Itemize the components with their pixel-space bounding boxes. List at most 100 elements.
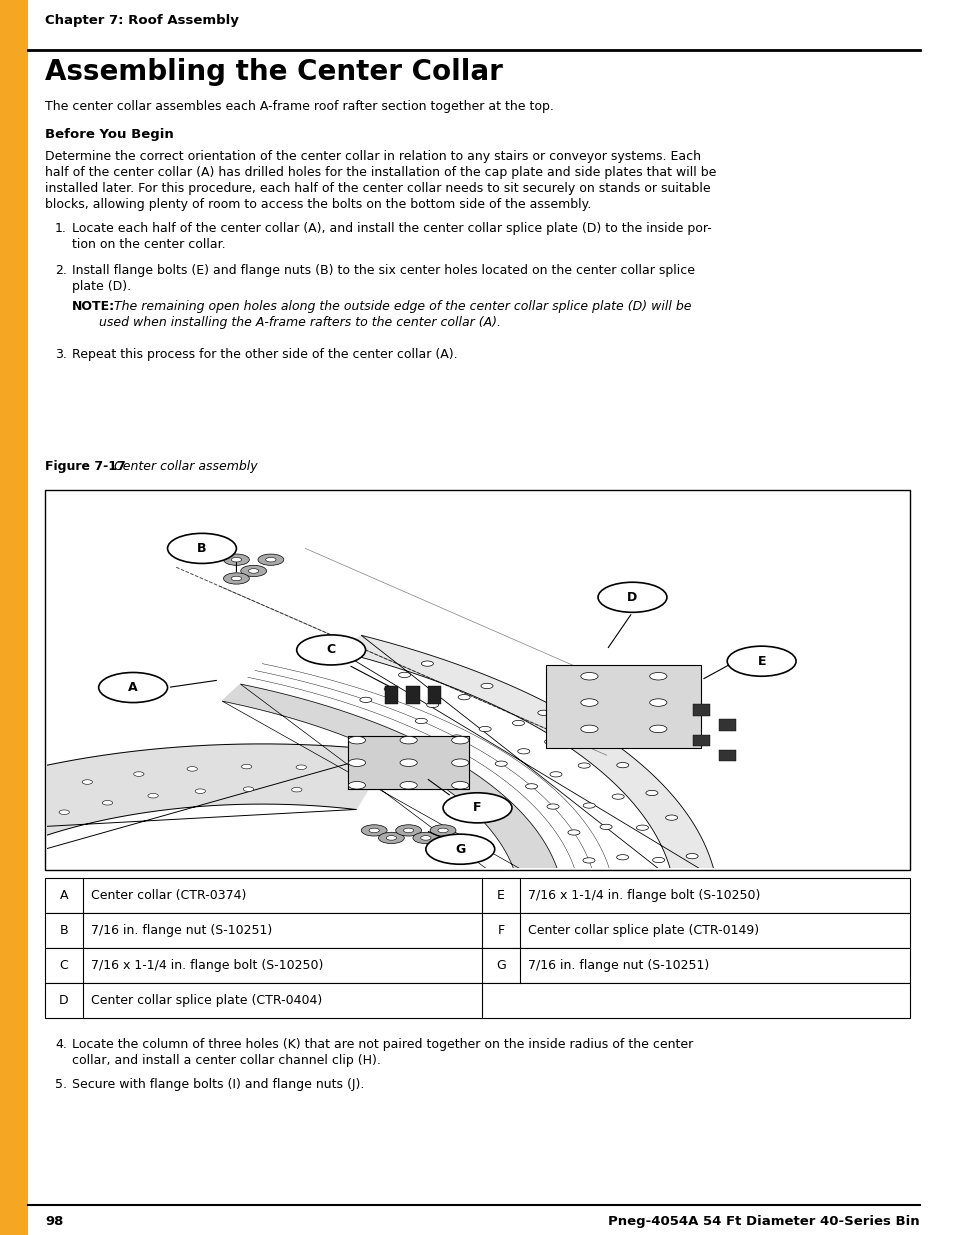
Circle shape xyxy=(616,762,628,768)
Text: Locate each half of the center collar (A), and install the center collar splice : Locate each half of the center collar (A… xyxy=(71,222,711,235)
Circle shape xyxy=(243,787,253,792)
Circle shape xyxy=(378,832,404,844)
Circle shape xyxy=(399,760,416,767)
Bar xyxy=(692,704,709,716)
Text: 5.: 5. xyxy=(55,1078,67,1091)
Circle shape xyxy=(612,794,623,799)
Circle shape xyxy=(544,740,556,745)
Circle shape xyxy=(430,825,456,836)
Circle shape xyxy=(98,673,168,703)
Circle shape xyxy=(495,761,507,766)
Bar xyxy=(692,735,709,746)
Circle shape xyxy=(580,673,598,680)
Text: Chapter 7: Roof Assembly: Chapter 7: Roof Assembly xyxy=(45,14,238,27)
Text: C: C xyxy=(326,643,335,657)
Text: Locate the column of three holes (K) that are not paired together on the inside : Locate the column of three holes (K) tha… xyxy=(71,1037,693,1051)
Circle shape xyxy=(598,582,666,613)
Polygon shape xyxy=(348,736,468,789)
Circle shape xyxy=(685,853,698,858)
Bar xyxy=(0,0,28,1235)
Text: Figure 7-17: Figure 7-17 xyxy=(45,459,126,473)
Text: B: B xyxy=(197,542,207,555)
Text: 98: 98 xyxy=(45,1215,63,1228)
Circle shape xyxy=(580,725,598,732)
Circle shape xyxy=(512,720,524,726)
Circle shape xyxy=(649,725,666,732)
Circle shape xyxy=(649,673,666,680)
Text: E: E xyxy=(497,889,504,902)
Text: collar, and install a center collar channel clip (H).: collar, and install a center collar chan… xyxy=(71,1053,380,1067)
Circle shape xyxy=(478,726,491,731)
Text: 7/16 in. flange nut (S-10251): 7/16 in. flange nut (S-10251) xyxy=(91,924,272,937)
Text: Repeat this process for the other side of the center collar (A).: Repeat this process for the other side o… xyxy=(71,348,457,361)
Bar xyxy=(406,685,419,704)
Bar xyxy=(546,664,700,747)
Text: tion on the center collar.: tion on the center collar. xyxy=(71,238,226,251)
Circle shape xyxy=(649,699,666,706)
Bar xyxy=(718,750,735,761)
Text: blocks, allowing plenty of room to access the bolts on the bottom side of the as: blocks, allowing plenty of room to acces… xyxy=(45,198,591,211)
Circle shape xyxy=(480,683,493,689)
Bar xyxy=(45,490,909,869)
Text: 4.: 4. xyxy=(55,1037,67,1051)
Circle shape xyxy=(616,855,628,860)
Circle shape xyxy=(257,555,283,566)
Text: 7/16 in. flange nut (S-10251): 7/16 in. flange nut (S-10251) xyxy=(527,960,708,972)
Bar xyxy=(384,685,397,704)
Circle shape xyxy=(567,830,579,835)
Text: F: F xyxy=(473,802,481,814)
Text: C: C xyxy=(59,960,69,972)
Text: used when installing the A-frame rafters to the center collar (A).: used when installing the A-frame rafters… xyxy=(99,316,500,329)
Circle shape xyxy=(599,824,612,830)
Text: A: A xyxy=(128,680,138,694)
Polygon shape xyxy=(0,743,391,872)
Circle shape xyxy=(223,555,249,566)
Circle shape xyxy=(525,784,537,789)
Circle shape xyxy=(457,694,470,700)
Circle shape xyxy=(442,793,512,823)
Circle shape xyxy=(582,803,595,808)
Bar xyxy=(45,983,909,1018)
Circle shape xyxy=(413,832,438,844)
Circle shape xyxy=(266,557,275,562)
Text: Center collar splice plate (CTR-0404): Center collar splice plate (CTR-0404) xyxy=(91,994,322,1007)
Text: Center collar assembly: Center collar assembly xyxy=(110,459,257,473)
Circle shape xyxy=(517,748,529,753)
Bar xyxy=(718,720,735,731)
Circle shape xyxy=(395,825,421,836)
Text: Center collar (CTR-0374): Center collar (CTR-0374) xyxy=(91,889,246,902)
Text: Assembling the Center Collar: Assembling the Center Collar xyxy=(45,58,502,86)
Circle shape xyxy=(421,661,433,666)
Text: 7/16 x 1-1/4 in. flange bolt (S-10250): 7/16 x 1-1/4 in. flange bolt (S-10250) xyxy=(527,889,760,902)
Text: Center collar splice plate (CTR-0149): Center collar splice plate (CTR-0149) xyxy=(527,924,759,937)
Circle shape xyxy=(726,646,795,677)
Text: installed later. For this procedure, each half of the center collar needs to sit: installed later. For this procedure, eac… xyxy=(45,182,710,195)
Circle shape xyxy=(148,793,158,798)
Circle shape xyxy=(426,703,438,708)
Text: 7/16 x 1-1/4 in. flange bolt (S-10250): 7/16 x 1-1/4 in. flange bolt (S-10250) xyxy=(91,960,323,972)
Text: D: D xyxy=(627,590,637,604)
Circle shape xyxy=(399,782,416,789)
Circle shape xyxy=(549,772,561,777)
Text: The center collar assembles each A-frame roof rafter section together at the top: The center collar assembles each A-frame… xyxy=(45,100,554,112)
Circle shape xyxy=(359,698,372,703)
Polygon shape xyxy=(339,635,715,881)
Circle shape xyxy=(348,760,365,767)
Circle shape xyxy=(425,834,495,864)
Circle shape xyxy=(223,573,249,584)
Text: B: B xyxy=(60,924,69,937)
Circle shape xyxy=(537,710,549,715)
Circle shape xyxy=(386,836,396,840)
Text: NOTE:: NOTE: xyxy=(71,300,115,312)
Circle shape xyxy=(580,699,598,706)
Circle shape xyxy=(451,760,468,767)
Circle shape xyxy=(59,810,70,814)
Circle shape xyxy=(652,857,664,863)
Circle shape xyxy=(241,764,252,769)
Circle shape xyxy=(665,815,677,820)
Circle shape xyxy=(578,735,591,740)
Circle shape xyxy=(546,804,558,809)
Bar xyxy=(45,878,909,913)
Circle shape xyxy=(420,836,431,840)
Circle shape xyxy=(296,635,365,664)
